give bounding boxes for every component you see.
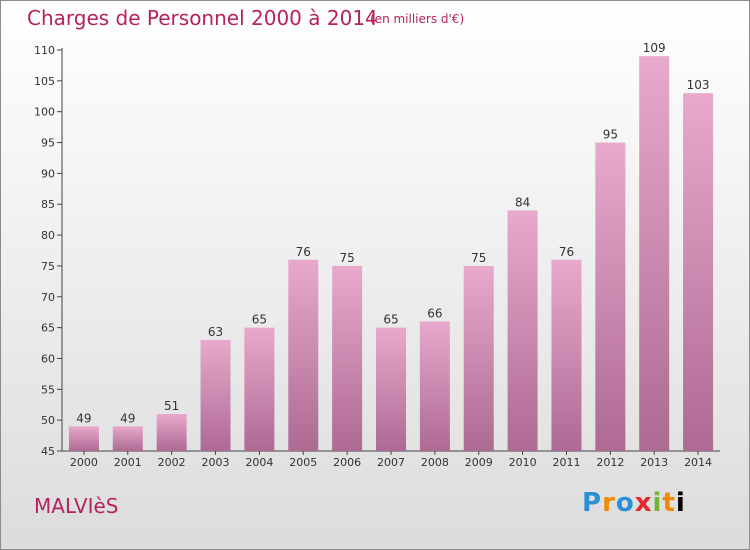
x-tick-label: 2001: [114, 456, 142, 469]
logo-letter: t: [662, 488, 676, 518]
bar-value-label: 109: [643, 41, 666, 55]
bar-value-label: 51: [164, 399, 179, 413]
y-tick-label: 45: [41, 445, 55, 458]
x-tick-label: 2010: [509, 456, 537, 469]
bar-value-label: 76: [559, 245, 574, 259]
x-tick-label: 2014: [684, 456, 712, 469]
bar-value-label: 103: [687, 78, 710, 92]
proxiti-logo: Proxiti: [582, 488, 686, 518]
y-tick-label: 85: [41, 198, 55, 211]
bar: [112, 426, 143, 451]
bar: [419, 321, 450, 451]
bar: [551, 259, 582, 451]
bar-value-label: 66: [427, 306, 442, 320]
x-tick-label: 2002: [158, 456, 186, 469]
bar-value-label: 75: [471, 251, 486, 265]
y-tick-label: 60: [41, 352, 55, 365]
x-tick-label: 2000: [70, 456, 98, 469]
bar-value-label: 65: [383, 313, 398, 327]
bar-value-label: 49: [120, 411, 135, 425]
x-tick-label: 2013: [640, 456, 668, 469]
x-tick-label: 2009: [465, 456, 493, 469]
bar: [200, 339, 231, 451]
chart-title: Charges de Personnel 2000 à 2014: [27, 6, 378, 30]
logo-letter: i: [652, 488, 663, 518]
y-tick-label: 105: [34, 75, 55, 88]
y-tick-label: 65: [41, 322, 55, 335]
bar: [507, 210, 538, 451]
chart-unit: (en milliers d'€): [370, 12, 465, 26]
x-tick-label: 2007: [377, 456, 405, 469]
bar: [156, 413, 187, 451]
logo-letter: P: [582, 488, 603, 518]
commune-name: MALVIèS: [34, 494, 119, 518]
bar: [463, 265, 494, 451]
bar-value-label: 95: [603, 128, 618, 142]
logo-letter: i: [675, 488, 686, 518]
bar: [332, 265, 363, 451]
y-tick-label: 55: [41, 383, 55, 396]
y-tick-label: 110: [34, 44, 55, 57]
bar-value-label: 75: [339, 251, 354, 265]
y-tick-label: 75: [41, 260, 55, 273]
bar-value-label: 63: [208, 325, 223, 339]
bar-value-label: 49: [76, 411, 91, 425]
y-tick-label: 70: [41, 291, 55, 304]
logo-letter: o: [615, 488, 635, 518]
x-tick-label: 2004: [245, 456, 273, 469]
logo-letter: x: [634, 488, 653, 518]
bar-value-label: 65: [252, 313, 267, 327]
x-tick-label: 2012: [596, 456, 624, 469]
bar: [68, 426, 99, 451]
x-tick-label: 2005: [289, 456, 317, 469]
bar: [639, 56, 670, 452]
y-tick-label: 80: [41, 229, 55, 242]
y-tick-label: 95: [41, 137, 55, 150]
bar: [595, 142, 626, 452]
bar: [244, 327, 275, 451]
y-tick-label: 90: [41, 167, 55, 180]
x-tick-label: 2008: [421, 456, 449, 469]
bar-value-label: 84: [515, 195, 530, 209]
x-tick-label: 2011: [552, 456, 580, 469]
x-tick-label: 2003: [202, 456, 230, 469]
bar: [683, 93, 714, 451]
bar-value-label: 76: [296, 245, 311, 259]
y-tick-label: 50: [41, 414, 55, 427]
bar: [376, 327, 406, 451]
x-tick-label: 2006: [333, 456, 361, 469]
bar: [288, 259, 319, 451]
logo-letter: r: [602, 488, 616, 518]
y-tick-label: 100: [34, 106, 55, 119]
